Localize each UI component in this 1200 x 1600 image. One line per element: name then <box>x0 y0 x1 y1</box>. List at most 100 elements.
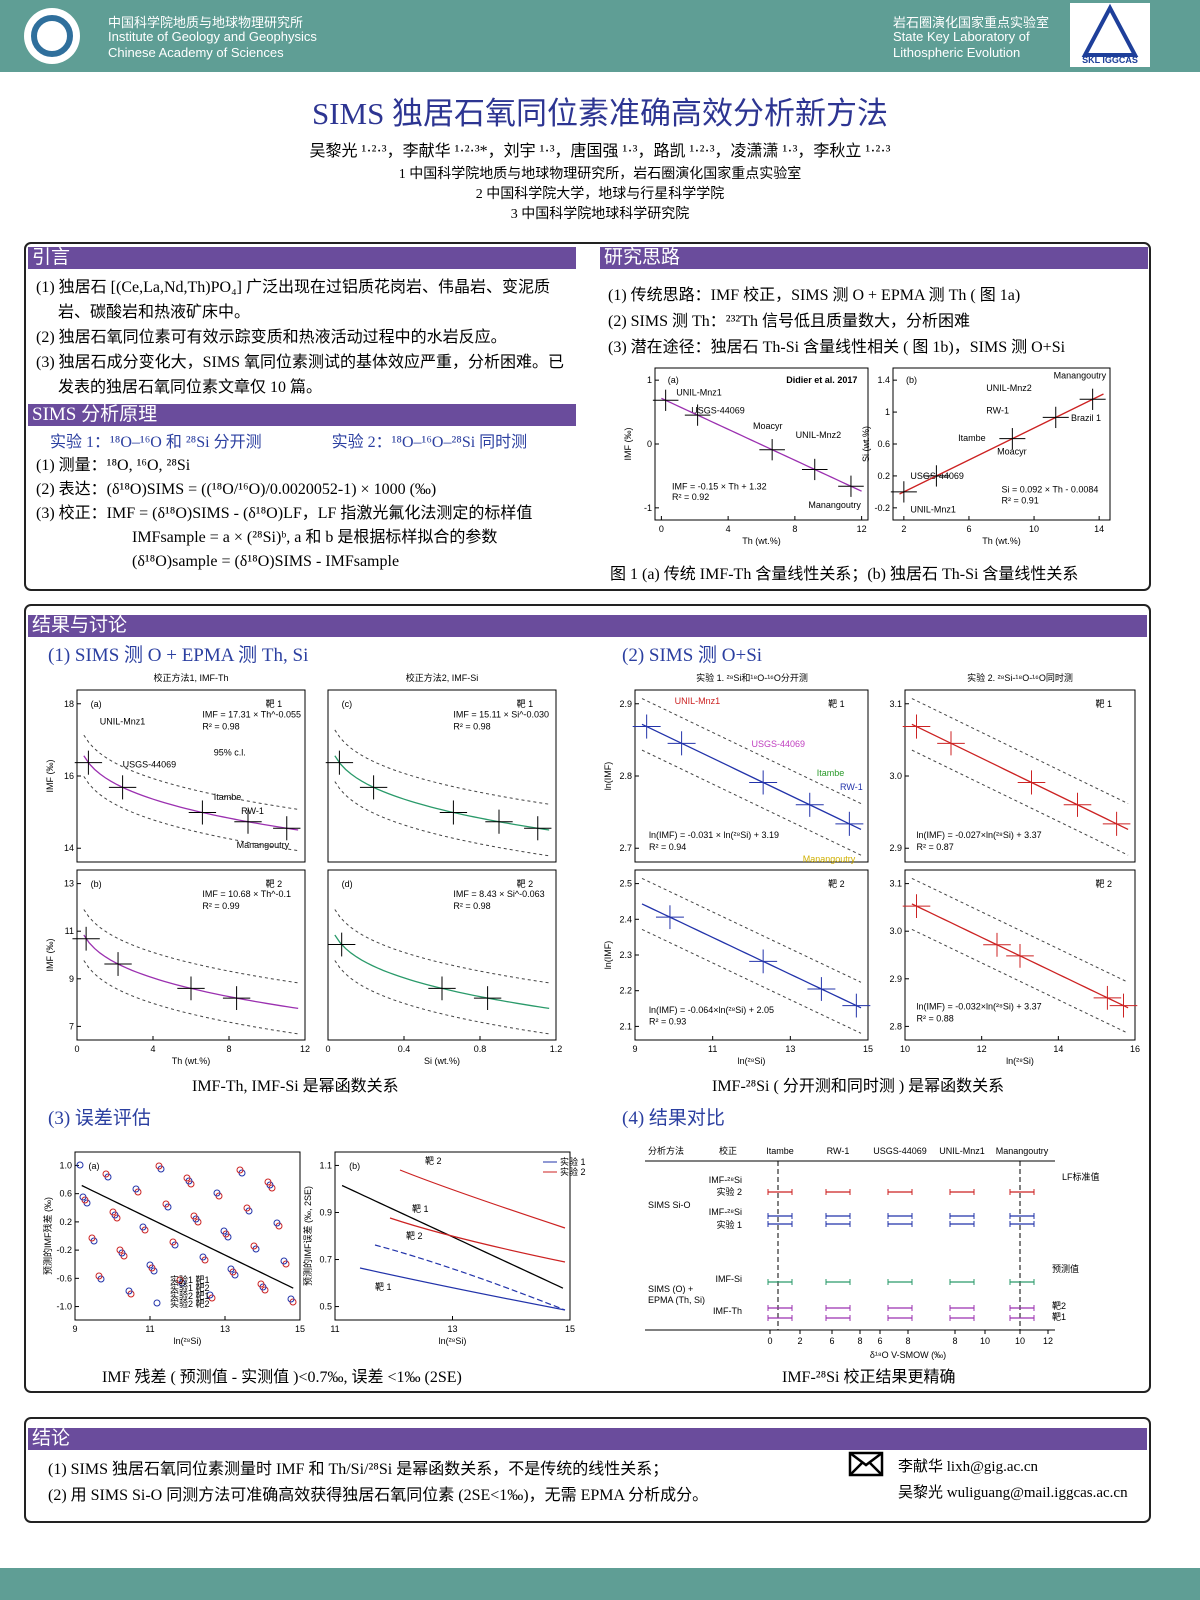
scatter-marker <box>273 1219 281 1227</box>
x-tick-label: 12 <box>977 1044 987 1054</box>
sample-label: Manangoutry <box>808 500 861 510</box>
scatter-marker <box>116 1246 124 1254</box>
fit-line <box>641 903 862 1009</box>
x-tick-label: 2 <box>797 1336 802 1346</box>
legend-entry: 实验2 靶1 <box>170 1290 210 1301</box>
plot-frame <box>76 869 306 1041</box>
text-item: (3) 潜在途径：独居石 Th-Si 含量线性相关 ( 图 1b)，SIMS 测… <box>608 339 1066 356</box>
legend-entry: 实验 2 <box>560 1166 586 1177</box>
confidence-bound <box>641 928 862 1034</box>
target-label: 靶 1 <box>266 698 283 709</box>
scatter-marker <box>109 1208 117 1216</box>
column: 研究思路 (1) 传统思路：IMF 校正，SIMS 测 O + EPMA 测 Th… <box>600 247 1148 361</box>
target-label: 靶 1 <box>1095 698 1112 709</box>
y-tick-label: 1.0 <box>59 1160 72 1170</box>
r-squared: R² = 0.91 <box>1002 495 1039 505</box>
x-axis-label: ln(²⁸Si) <box>738 1056 766 1066</box>
target-label: 靶 2 <box>517 878 534 889</box>
curve-label: 靶 2 <box>425 1155 442 1166</box>
r-squared: R² = 0.98 <box>453 722 490 732</box>
annotation: 预测值 <box>1052 1263 1079 1274</box>
scatter-marker <box>176 1276 184 1284</box>
y-tick-label: -1 <box>644 503 652 513</box>
curve-label: 靶 1 <box>375 1281 392 1292</box>
box <box>24 604 1151 1393</box>
x-axis-label: ln(²⁸Si) <box>174 1336 202 1346</box>
sample-label: UNIL-Mnz2 <box>796 430 842 440</box>
logo-text: SKL IGGCAS <box>1082 55 1138 65</box>
x-tick-label: 13 <box>220 1324 230 1334</box>
sample-label: UNIL-Mnz1 <box>676 387 722 397</box>
sample-label: UNIL-Mnz1 <box>675 696 721 706</box>
plot-frame <box>904 869 1136 1041</box>
experiment: 实验 2：¹⁸O–¹⁶O–²⁸Si 同时测 <box>331 434 528 451</box>
x-axis-label: Th (wt.%) <box>742 536 781 546</box>
text-item: (2) 表达：(δ¹⁸O)SIMS = ((¹⁸O/¹⁶O)/0.0020052… <box>36 481 437 498</box>
x-tick-label: 0 <box>659 524 664 534</box>
y-tick-label: 16 <box>64 771 74 781</box>
x-tick-label: 10 <box>1029 524 1039 534</box>
affiliation: 2 中国科学院大学，地球与行星科学学院 <box>475 187 725 202</box>
text-item: IMFsample = a × (²⁸Si)ᵇ, a 和 b 是根据标样拟合的参… <box>132 529 498 546</box>
legend-entry: 实验1 靶2 <box>170 1282 210 1293</box>
column: 引言 (1) 独居石 [(Ce,La,Nd,Th)PO₄] 广泛出现在过铝质花岗岩… <box>28 247 576 574</box>
y-axis-label: 预测的IMF误差 (‰, 2SE) <box>302 1186 313 1286</box>
x-tick-label: 10 <box>1015 1336 1025 1346</box>
column-header: Itambe <box>766 1146 794 1156</box>
plot-frame <box>74 1151 301 1321</box>
r-squared: R² = 0.88 <box>917 1013 954 1023</box>
legend-entry: 实验 1 <box>560 1156 586 1167</box>
y-tick-label: 0.2 <box>877 471 890 481</box>
section-title: (3) 误差评估 <box>48 1108 151 1129</box>
scatter-marker <box>206 1291 214 1299</box>
confidence-bound <box>334 960 550 1035</box>
panel-label: (d) <box>342 879 353 889</box>
scatter-marker <box>79 1193 87 1201</box>
x-tick-label: 11 <box>145 1324 154 1334</box>
x-tick-label: 6 <box>877 1336 882 1346</box>
scatter-marker <box>213 1189 221 1197</box>
y-axis-label: IMF (‰) <box>45 939 55 972</box>
column-header: RW-1 <box>827 1146 850 1156</box>
affiliation: 3 中国科学院地球科学研究院 <box>510 207 690 222</box>
sample-label: Moacyr <box>997 447 1027 457</box>
sample-label: RW-1 <box>840 782 863 792</box>
figure-caption: IMF-Th, IMF-Si 是幂函数关系 <box>192 1078 399 1095</box>
contact: 吴黎光 wuliguang@mail.iggcas.ac.cn <box>898 1485 1128 1501</box>
panel-label: (c) <box>342 699 353 709</box>
column-title: 校正方法1, IMF-Th <box>153 672 228 683</box>
sample-label: Manangoutry <box>237 840 290 850</box>
sample-label: Itambe <box>214 792 242 802</box>
row-label: IMF-²⁸Si <box>709 1175 742 1185</box>
title: SIMS 独居石氧同位素准确高效分析新方法 <box>311 96 889 131</box>
x-tick-label: 9 <box>632 1044 637 1054</box>
scatter-marker <box>236 1166 244 1174</box>
y-tick-label: 2.2 <box>619 986 632 996</box>
confidence-bound <box>641 877 862 983</box>
text-item: (δ¹⁸O)sample = (δ¹⁸O)SIMS - IMFsample <box>132 553 400 570</box>
sample-label: UNIL-Mnz1 <box>910 504 956 514</box>
r-squared: R² = 0.98 <box>453 901 490 911</box>
y-tick-label: 9 <box>69 974 74 984</box>
fit-line <box>899 393 1104 495</box>
box <box>24 242 1151 591</box>
fit-line <box>81 1184 294 1289</box>
x-tick-label: 10 <box>900 1044 910 1054</box>
group-label: SIMS Si-O <box>648 1200 691 1210</box>
column-header: UNIL-Mnz1 <box>939 1146 985 1156</box>
credit: Didier et al. 2017 <box>786 375 857 385</box>
section-title: (4) 结果对比 <box>622 1108 725 1129</box>
scatter-marker <box>264 1178 272 1186</box>
x-tick-label: 0 <box>325 1044 330 1054</box>
fit-line <box>83 755 299 831</box>
scatter-marker <box>190 1212 198 1220</box>
panel-label: (a) <box>668 375 679 385</box>
contact: 李献华 lixh@gig.ac.cn <box>898 1459 1039 1475</box>
column-header: 分析方法 <box>648 1145 684 1156</box>
scatter-marker <box>183 1174 191 1182</box>
column-title: 校正方法2, IMF-Si <box>406 672 479 683</box>
confidence-bound <box>83 734 299 810</box>
scatter-marker <box>227 1265 235 1273</box>
